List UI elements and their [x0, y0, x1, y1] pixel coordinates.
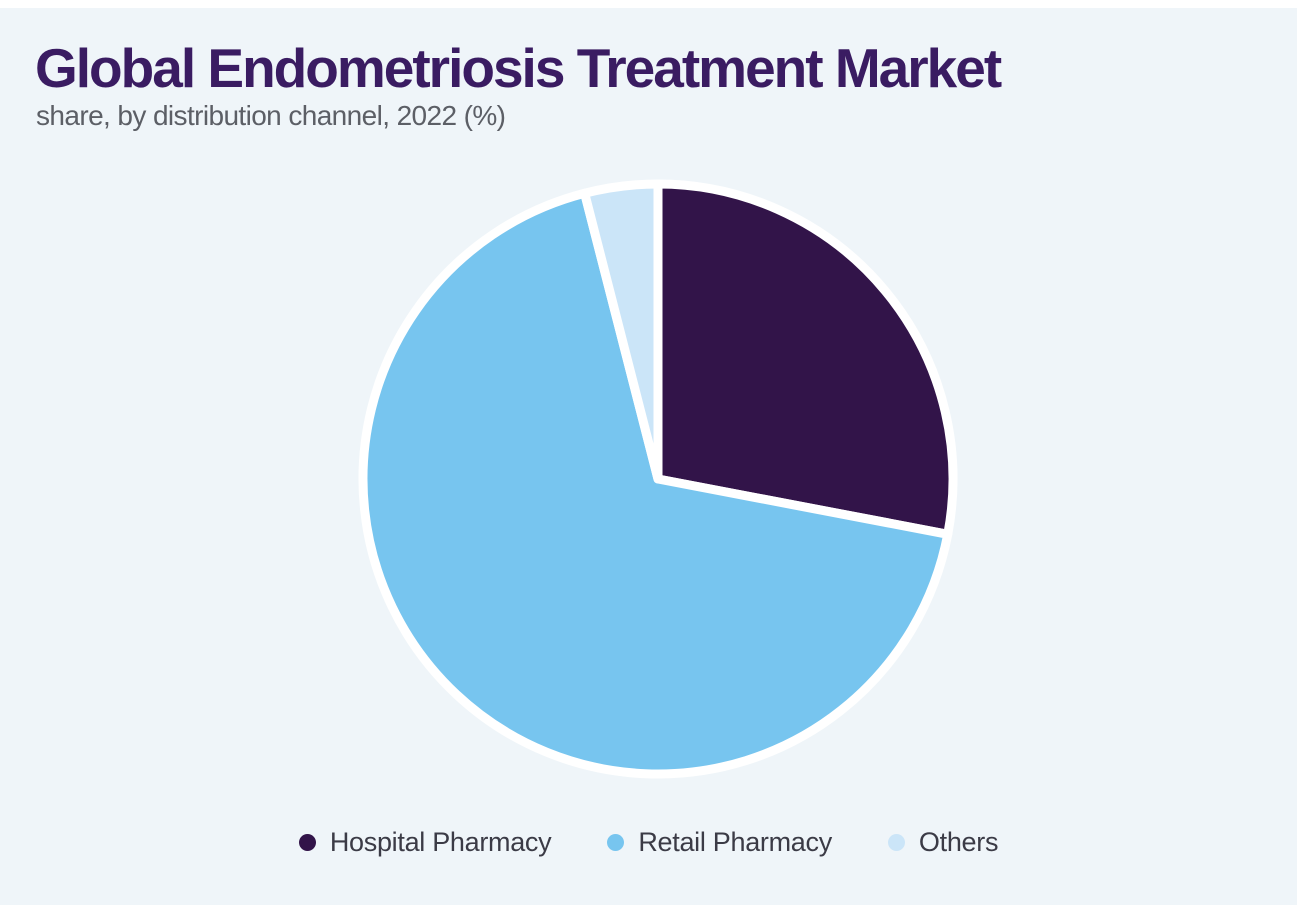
legend-dot-retail-pharmacy — [607, 834, 625, 851]
legend-item-retail-pharmacy: Retail Pharmacy — [607, 827, 832, 858]
pie-slice-retail-pharmacy — [358, 188, 953, 779]
legend-dot-hospital-pharmacy — [298, 834, 316, 851]
pie-chart — [352, 173, 964, 785]
pie-slice-others — [580, 179, 663, 484]
page-title: Global Endometriosis Treatment Market — [35, 37, 1002, 99]
legend-label: Retail Pharmacy — [638, 827, 832, 857]
pie-chart-svg — [358, 179, 958, 779]
pie-slice-hospital-pharmacy — [653, 179, 958, 539]
legend-label: Hospital Pharmacy — [329, 827, 552, 857]
legend-dot-others — [887, 834, 905, 851]
legend-item-hospital-pharmacy: Hospital Pharmacy — [298, 827, 552, 858]
legend-item-others: Others — [887, 827, 999, 858]
page-subtitle: share, by distribution channel, 2022 (%) — [36, 100, 506, 131]
legend-label: Others — [918, 827, 999, 857]
chart-legend: Hospital Pharmacy Retail Pharmacy Others — [0, 827, 1297, 858]
